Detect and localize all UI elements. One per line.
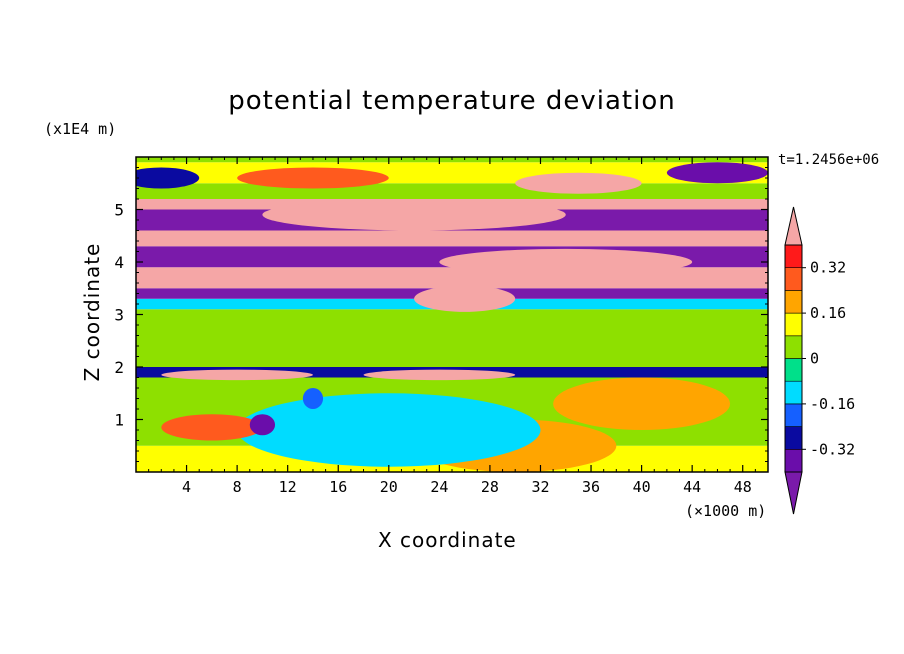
colorbar-swatch-3: [784, 380, 803, 405]
field-blob-8: [439, 248, 693, 276]
field-blob-13: [515, 172, 642, 194]
field-blob-5: [249, 414, 276, 436]
field-band-9: [136, 230, 768, 247]
timestamp: t=1.2456e+06: [778, 152, 880, 168]
colorbar-swatch-4: [784, 358, 803, 382]
field-blob-7: [262, 199, 566, 231]
field-band-4: [136, 309, 768, 367]
field-blob-2: [237, 393, 541, 467]
colorbar-tick-label: -0.32: [810, 440, 855, 458]
x-tick-label: 44: [683, 478, 701, 496]
y-axis: 1 2 3 4 5: [114, 167, 768, 462]
x-tick-label: 20: [380, 478, 398, 496]
chart-title: potential temperature deviation: [228, 86, 676, 116]
x-axis: 4 8 12 16 20 24 28 32 36 40 44 48: [148, 157, 756, 496]
y-tick-label: 5: [114, 201, 124, 220]
x-tick-label: 12: [279, 478, 297, 496]
colorbar-over-triangle: [784, 206, 803, 246]
field-blob-3: [161, 414, 263, 441]
colorbar-tick-label: -0.16: [810, 395, 855, 413]
field-blob-15: [363, 369, 516, 381]
x-tick-label: 8: [233, 478, 242, 496]
y-tick-label: 3: [114, 306, 124, 325]
colorbar-swatch-0: [784, 448, 803, 473]
field-blob-11: [666, 162, 768, 184]
colorbar-swatch-2: [784, 403, 803, 427]
y-tick-label: 4: [114, 253, 124, 272]
x-unit-label: (×1000 m): [685, 502, 767, 520]
field-blob-14: [161, 369, 313, 381]
x-tick-label: 40: [633, 478, 651, 496]
x-tick-label: 32: [531, 478, 549, 496]
field-blob-4: [553, 377, 731, 430]
y-axis-label: Z coordinate: [80, 242, 104, 382]
y-tick-label: 2: [114, 358, 124, 377]
colorbar-swatch-9: [784, 244, 803, 269]
colorbar-swatch-6: [784, 312, 803, 337]
x-tick-label: 16: [329, 478, 347, 496]
y-tick-label: 1: [114, 411, 124, 430]
field-blob-6: [302, 388, 324, 409]
field-band-7: [136, 267, 768, 289]
field-blob-10: [237, 167, 389, 189]
x-tick-label: 28: [481, 478, 499, 496]
x-tick-label: 24: [430, 478, 448, 496]
colorbar-swatch-1: [784, 426, 803, 450]
contour-field: [136, 157, 768, 472]
colorbar-tick-label: 0.32: [810, 259, 846, 277]
colorbar-swatch-8: [784, 267, 803, 291]
field-blob-12: [136, 167, 200, 189]
colorbar-swatch-5: [784, 335, 803, 359]
colorbar: -0.32 -0.16 0 0.16 0.32: [784, 206, 855, 515]
x-tick-label: 36: [582, 478, 600, 496]
colorbar-under-triangle: [784, 471, 803, 515]
field-band-12: [136, 183, 768, 199]
field-blob-9: [414, 285, 516, 312]
x-tick-label: 48: [734, 478, 752, 496]
y-unit-label: (x1E4 m): [44, 120, 117, 138]
x-axis-label: X coordinate: [378, 528, 517, 552]
colorbar-tick-label: 0.16: [810, 304, 846, 322]
colorbar-swatch-7: [784, 290, 803, 314]
colorbar-tick-label: 0: [810, 350, 819, 368]
x-tick-label: 4: [182, 478, 191, 496]
